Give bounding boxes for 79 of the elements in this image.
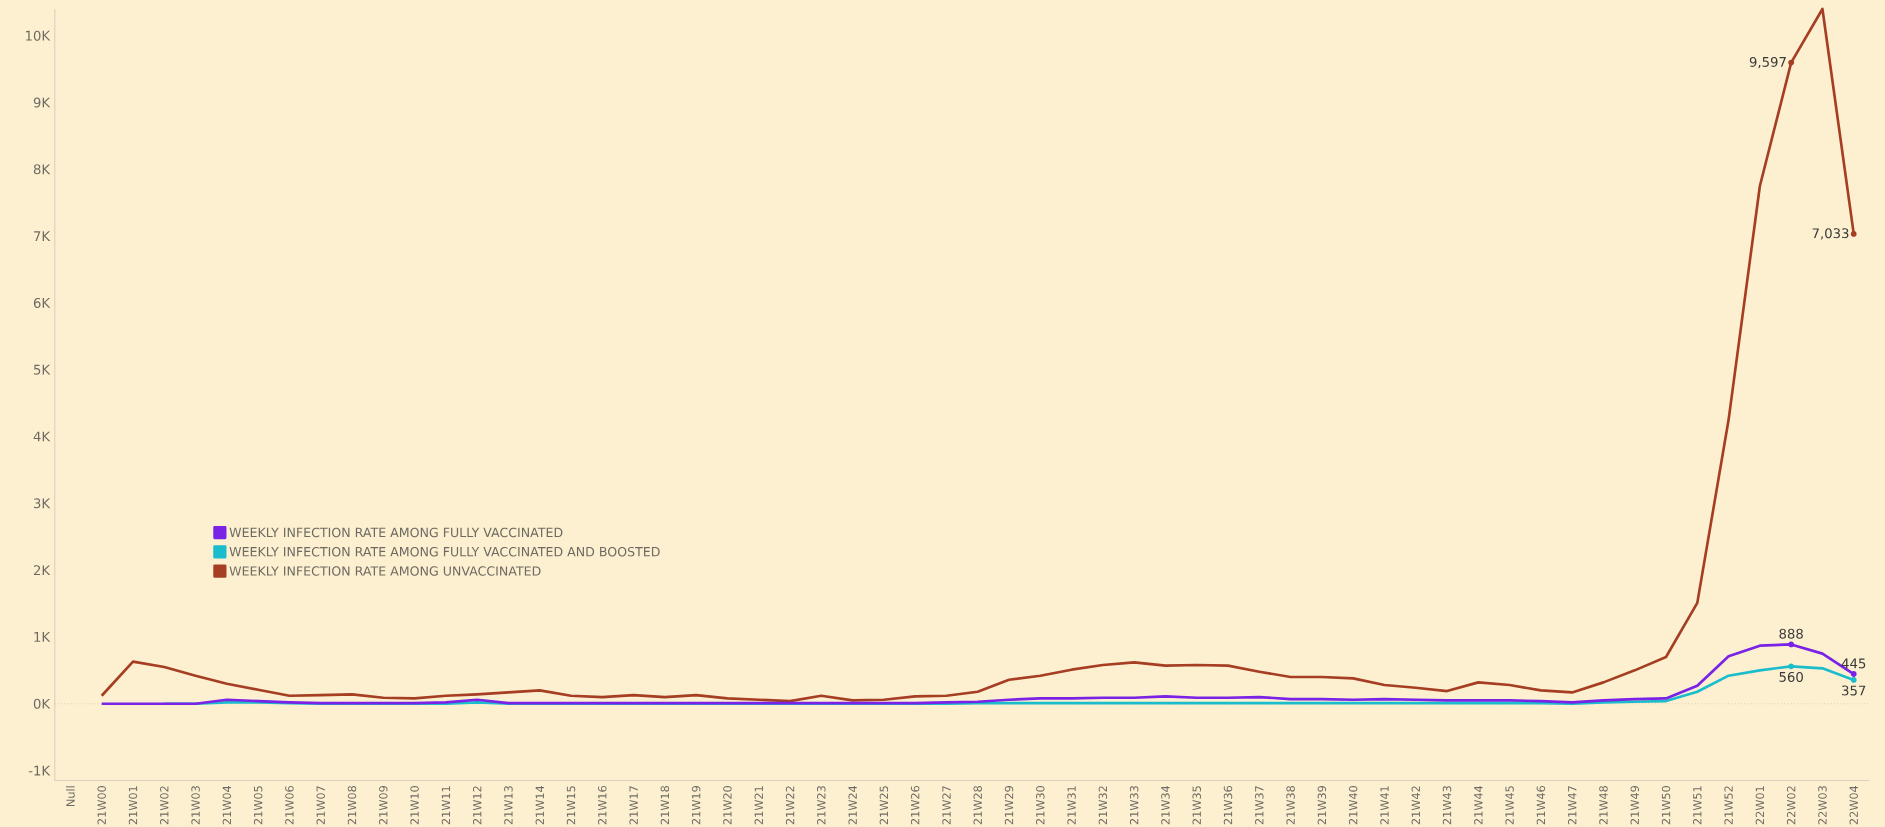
legend-label: WEEKLY INFECTION RATE AMONG FULLY VACCINATED AND BOOSTED	[229, 546, 660, 557]
x-tick-label: 21W19	[691, 785, 701, 825]
x-tick-label: 21W30	[1036, 785, 1045, 825]
x-tick-label: 22W02	[1786, 786, 1796, 825]
x-tick-label: 21W47	[1567, 786, 1577, 825]
x-tick-label: 21W01	[128, 786, 138, 825]
data-label: 445	[1841, 658, 1866, 669]
x-tick-label: 21W02	[160, 786, 169, 825]
y-tick-label: 6K	[33, 297, 51, 308]
x-tick-label: 21W39	[1317, 785, 1327, 825]
x-tick-label: 21W12	[472, 786, 482, 825]
x-tick-label: 21W48	[1599, 785, 1608, 825]
y-tick-label: 1K	[34, 632, 51, 642]
x-tick-label: 21W50	[1661, 785, 1671, 825]
y-tick-label: 2K	[33, 565, 51, 575]
x-tick-label: 21W25	[879, 786, 889, 825]
x-tick-label: 21W16	[598, 785, 607, 825]
x-tick-label: 21W13	[504, 786, 513, 825]
x-tick-label: 21W22	[785, 786, 795, 825]
x-tick-label: 21W52	[1724, 786, 1733, 825]
y-tick-label: 8K	[33, 164, 51, 175]
x-tick-label: 21W41	[1380, 786, 1389, 825]
x-tick-label: 21W14	[535, 785, 544, 825]
x-tick-label: 21W49	[1630, 785, 1639, 825]
data-label: 560	[1779, 671, 1803, 682]
x-tick-label: 21W17	[629, 786, 638, 825]
x-tick-label: 21W11	[441, 786, 451, 825]
x-tick-label: 21W08	[347, 785, 357, 825]
x-tick-label: 21W26	[910, 785, 920, 825]
y-tick-label: 4K	[33, 431, 51, 442]
y-tick-label: 0K	[33, 698, 51, 709]
x-tick-label: 21W03	[191, 786, 200, 825]
x-tick-label: 21W34	[1161, 785, 1170, 825]
x-tick-label: 21W07	[316, 786, 325, 825]
y-tick-label: 5K	[33, 364, 51, 375]
y-tick-label: 3K	[33, 498, 51, 509]
x-tick-label: 21W36	[1223, 785, 1233, 825]
x-tick-label: 21W43	[1442, 786, 1452, 825]
x-tick-label: 21W46	[1536, 785, 1546, 825]
x-tick-label: 21W18	[660, 785, 670, 825]
x-tick-label: 21W40	[1348, 785, 1358, 825]
data-label: 7,033	[1812, 228, 1849, 240]
x-tick-label: 22W03	[1818, 786, 1827, 825]
x-tick-label: 22W04	[1849, 785, 1858, 825]
x-tick-label: 21W33	[1129, 786, 1139, 825]
y-tick-label: 10K	[25, 30, 51, 41]
legend-label: WEEKLY INFECTION RATE AMONG FULLY VACCINATED	[229, 527, 563, 538]
x-tick-label: 21W42	[1411, 786, 1420, 825]
x-tick-label: 21W51	[1693, 786, 1702, 825]
x-tick-label: 21W10	[410, 785, 419, 825]
x-tick-label: 21W21	[754, 786, 763, 825]
x-tick-label: 21W24	[848, 785, 857, 825]
x-tick-label: 21W00	[97, 785, 106, 825]
y-tick-label: 9K	[33, 97, 51, 108]
x-tick-label: 21W28	[973, 785, 982, 825]
x-tick-label: 21W38	[1286, 785, 1295, 825]
x-tick-label: 21W37	[1255, 786, 1264, 825]
x-tick-label: 21W15	[566, 786, 576, 825]
data-label: 9,597	[1749, 56, 1786, 69]
x-tick-label: 21W32	[1098, 786, 1108, 825]
y-tick-label: -1K	[28, 765, 51, 776]
x-tick-label: Null	[66, 786, 75, 806]
x-tick-label: 21W05	[253, 786, 263, 825]
x-tick-label: 21W45	[1505, 786, 1514, 825]
data-label: 888	[1779, 628, 1803, 639]
y-tick-label: 7K	[34, 231, 51, 241]
x-tick-label: 21W09	[379, 785, 388, 825]
x-tick-label: 21W06	[285, 785, 294, 825]
x-tick-label: 21W44	[1474, 785, 1483, 825]
data-label: 357	[1842, 685, 1866, 696]
x-tick-label: 21W31	[1067, 786, 1076, 825]
x-tick-label: 21W04	[222, 785, 232, 825]
x-tick-label: 21W35	[1192, 786, 1201, 825]
x-tick-label: 21W27	[942, 786, 951, 825]
x-tick-label: 22W01	[1755, 786, 1765, 825]
x-tick-label: 21W20	[723, 785, 732, 825]
x-tick-label: 21W29	[1004, 785, 1014, 825]
x-tick-label: 21W23	[817, 786, 826, 825]
legend-label: WEEKLY INFECTION RATE AMONG UNVACCINATED	[229, 566, 541, 576]
